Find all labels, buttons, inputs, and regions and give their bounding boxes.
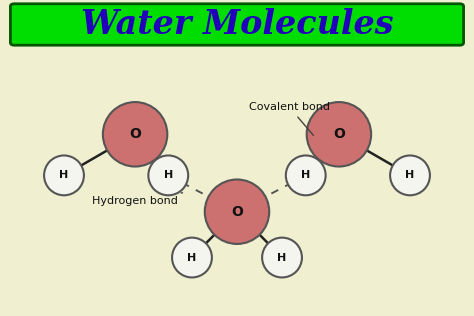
Text: O: O [129,127,141,141]
Ellipse shape [172,238,212,277]
Ellipse shape [205,179,269,244]
Ellipse shape [286,155,326,195]
Text: H: H [59,170,69,180]
Ellipse shape [44,155,84,195]
Text: Hydrogen bond: Hydrogen bond [92,193,182,206]
Text: H: H [164,170,173,180]
Text: Covalent bond: Covalent bond [249,102,330,135]
Text: H: H [301,170,310,180]
Text: H: H [187,252,197,263]
Text: O: O [231,205,243,219]
Ellipse shape [262,238,302,277]
Ellipse shape [148,155,188,195]
Text: H: H [277,252,287,263]
Ellipse shape [103,102,167,167]
Text: H: H [405,170,415,180]
Text: O: O [333,127,345,141]
Text: Water Molecules: Water Molecules [81,8,393,41]
Ellipse shape [307,102,371,167]
FancyBboxPatch shape [10,4,464,45]
Ellipse shape [390,155,430,195]
